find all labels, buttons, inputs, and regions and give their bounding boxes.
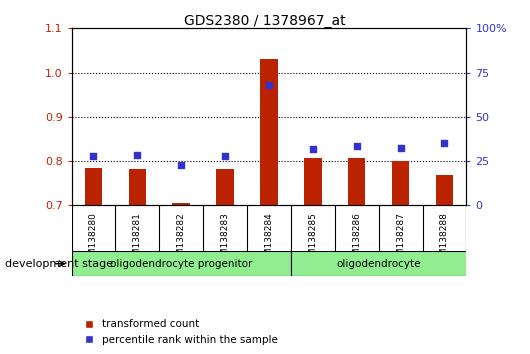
Bar — [129, 169, 146, 205]
Bar — [304, 158, 322, 205]
Point — [264, 82, 273, 88]
Text: GSM138284: GSM138284 — [264, 212, 273, 267]
Point — [440, 141, 449, 146]
Bar — [348, 158, 366, 205]
Point — [396, 145, 405, 151]
Point — [308, 146, 317, 152]
Text: oligodendrocyte progenitor: oligodendrocyte progenitor — [110, 259, 252, 269]
Text: GSM138281: GSM138281 — [133, 212, 142, 267]
Text: GSM138287: GSM138287 — [396, 212, 405, 267]
FancyBboxPatch shape — [291, 251, 488, 276]
Text: GSM138283: GSM138283 — [220, 212, 229, 267]
Bar — [172, 203, 190, 205]
Text: oligodendrocyte: oligodendrocyte — [337, 259, 421, 269]
Text: GDS2380 / 1378967_at: GDS2380 / 1378967_at — [184, 14, 346, 28]
Bar — [436, 175, 453, 205]
Bar — [260, 59, 278, 205]
Text: GSM138288: GSM138288 — [440, 212, 449, 267]
Point — [352, 144, 361, 149]
Bar — [85, 168, 102, 205]
Text: GSM138280: GSM138280 — [89, 212, 98, 267]
Point — [177, 162, 186, 167]
Text: development stage: development stage — [5, 259, 113, 269]
Legend: transformed count, percentile rank within the sample: transformed count, percentile rank withi… — [74, 315, 282, 349]
Point — [89, 153, 98, 159]
Text: GSM138285: GSM138285 — [308, 212, 317, 267]
Text: GSM138286: GSM138286 — [352, 212, 361, 267]
Bar — [392, 161, 409, 205]
Bar — [216, 169, 234, 205]
Point — [133, 153, 142, 158]
Text: GSM138282: GSM138282 — [176, 212, 186, 267]
Point — [221, 153, 229, 159]
FancyBboxPatch shape — [72, 251, 291, 276]
